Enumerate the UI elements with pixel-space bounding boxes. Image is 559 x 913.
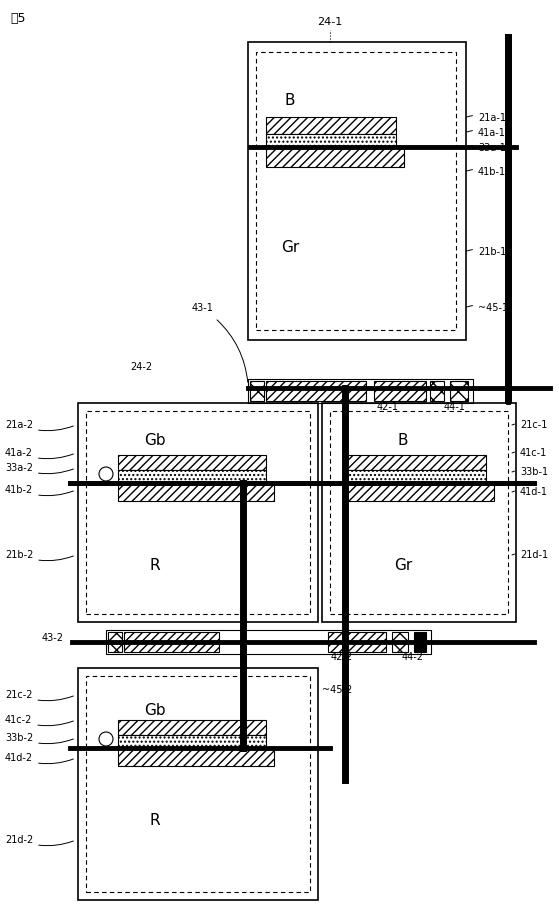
Bar (118, 748, 274, 766)
Bar (322, 403, 516, 622)
Text: 21c-1: 21c-1 (512, 420, 547, 430)
Text: 41d-2: 41d-2 (5, 753, 73, 763)
Text: 33b-1: 33b-1 (512, 467, 548, 477)
Bar (78, 403, 318, 622)
Text: 33b-2: 33b-2 (5, 733, 73, 744)
Text: 24-1: 24-1 (318, 17, 343, 27)
Text: 41d-1: 41d-1 (512, 487, 548, 497)
Bar (266, 134, 396, 147)
Text: 41a-1: 41a-1 (467, 128, 506, 138)
Text: 図5: 図5 (10, 12, 26, 25)
Bar (266, 381, 366, 401)
Bar (256, 52, 456, 330)
Bar (78, 668, 318, 900)
Text: 41b-1: 41b-1 (467, 167, 506, 177)
Text: B: B (285, 92, 295, 108)
Text: 21b-2: 21b-2 (5, 550, 73, 561)
Text: ~45-2: ~45-2 (322, 685, 352, 695)
Bar (328, 632, 386, 652)
Text: ~45-1: ~45-1 (467, 303, 508, 313)
Bar (118, 470, 266, 483)
Text: 44-2: 44-2 (402, 652, 424, 662)
Text: B: B (398, 433, 408, 447)
Text: 42-1: 42-1 (377, 402, 399, 412)
Bar (450, 381, 468, 401)
Bar (414, 632, 426, 652)
Text: 33a-1: 33a-1 (467, 143, 506, 153)
Text: 41c-1: 41c-1 (512, 448, 547, 458)
Text: 44-1: 44-1 (444, 402, 466, 412)
Text: 21d-2: 21d-2 (5, 835, 73, 845)
Bar (124, 632, 219, 652)
Bar (344, 470, 486, 483)
Bar (118, 720, 266, 735)
Bar (106, 630, 431, 654)
Text: 41c-2: 41c-2 (5, 715, 73, 726)
Text: 33a-2: 33a-2 (5, 463, 73, 474)
Text: Gb: Gb (144, 433, 166, 447)
Text: 43-1: 43-1 (192, 303, 214, 313)
Bar (330, 411, 508, 614)
Bar (118, 735, 266, 748)
Bar (374, 381, 426, 401)
Bar (108, 632, 122, 652)
Text: 21a-2: 21a-2 (5, 420, 73, 431)
Text: Gr: Gr (394, 558, 412, 572)
Bar (344, 483, 494, 501)
Bar (250, 381, 264, 401)
Text: Gr: Gr (281, 239, 299, 255)
Bar (344, 455, 486, 470)
Bar (430, 381, 444, 401)
Text: Gb: Gb (144, 702, 166, 718)
Bar (118, 483, 274, 501)
Text: 21d-1: 21d-1 (512, 550, 548, 560)
Bar (118, 455, 266, 470)
Text: 41b-2: 41b-2 (5, 485, 73, 496)
Text: R: R (150, 558, 160, 572)
Text: 42-2: 42-2 (331, 652, 353, 662)
Text: 24-2: 24-2 (130, 362, 152, 372)
Bar (86, 676, 310, 892)
Text: 21a-1: 21a-1 (467, 113, 506, 123)
Text: 43-2: 43-2 (42, 633, 64, 643)
Bar (392, 632, 408, 652)
Bar (86, 411, 310, 614)
Bar (266, 147, 404, 167)
Text: R: R (150, 813, 160, 827)
Text: 21c-2: 21c-2 (5, 690, 73, 700)
Bar (266, 117, 396, 134)
Text: 41a-2: 41a-2 (5, 448, 73, 458)
Text: 21b-1: 21b-1 (467, 247, 506, 257)
Bar (248, 379, 473, 403)
Bar (248, 42, 466, 340)
